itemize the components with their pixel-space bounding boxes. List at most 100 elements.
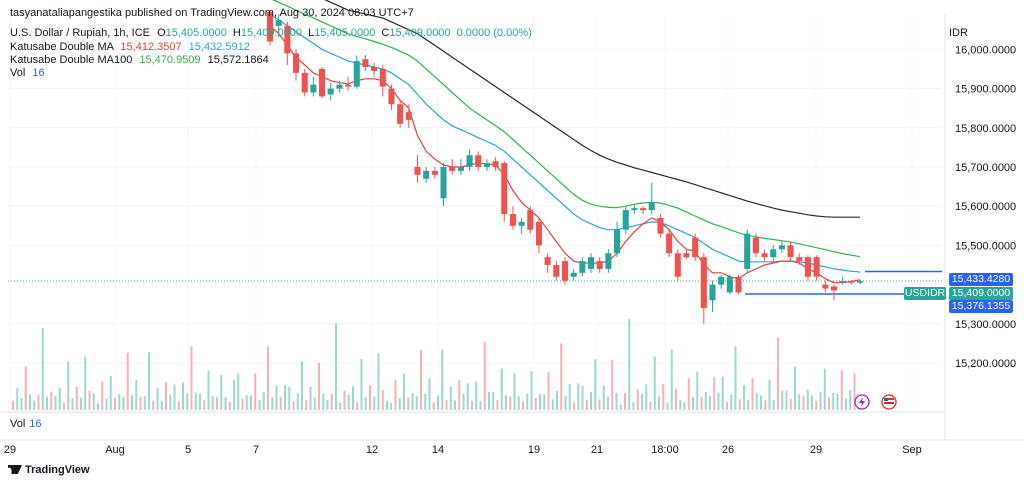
volume-bar — [845, 398, 847, 410]
candle — [275, 14, 282, 38]
candle-body — [770, 249, 777, 258]
volume-bar — [781, 390, 784, 410]
volume-bar — [687, 378, 690, 410]
candle-body — [787, 245, 794, 258]
candle-body — [709, 284, 716, 301]
volume-bar — [390, 402, 393, 410]
volume-bar — [356, 402, 359, 410]
currency-label[interactable]: IDR — [949, 27, 968, 39]
volume-bar — [849, 389, 852, 410]
volume-bar — [398, 398, 401, 410]
volume-bar — [114, 397, 116, 410]
ma100-label: Katusabe Double MA100 — [10, 54, 133, 66]
x-tick-label: 7 — [253, 444, 259, 456]
volume-bar — [29, 394, 31, 410]
o-value: 15,405.0000 — [165, 27, 227, 39]
candle — [830, 284, 838, 301]
volume-bar — [679, 400, 682, 410]
volume-bar — [326, 400, 329, 410]
volume-bar — [63, 402, 65, 410]
volume-bar — [424, 394, 427, 410]
y-tick-label: 15,300.0000 — [955, 319, 1016, 331]
candle — [787, 241, 794, 262]
candle — [292, 49, 300, 81]
y-tick-label: 15,600.0000 — [955, 201, 1016, 213]
candle — [266, 10, 274, 46]
candle-body — [336, 84, 343, 89]
volume-bar — [534, 397, 537, 410]
candle-body — [449, 166, 456, 171]
volume-pane-value: 16 — [29, 418, 42, 430]
volume-bar — [335, 323, 337, 410]
candle-body — [761, 253, 768, 258]
volume-bar — [403, 373, 405, 410]
candle-body — [856, 281, 864, 283]
candle-body — [718, 276, 725, 285]
volume-bar — [228, 401, 231, 410]
candle-body — [640, 208, 647, 211]
ma100-fast-line — [272, 0, 861, 258]
volume-bar — [156, 388, 159, 410]
candle — [752, 233, 759, 258]
candle — [301, 68, 308, 97]
volume-bar — [539, 394, 541, 410]
ma-slow-line — [269, 13, 861, 273]
candle-body — [310, 84, 317, 93]
volume-bar — [131, 395, 133, 410]
volume-bar — [500, 368, 503, 410]
candle-body — [744, 233, 751, 269]
volume-bar — [624, 392, 626, 410]
volume-bar — [37, 395, 40, 410]
candle-body — [622, 210, 629, 230]
volume-bar — [573, 402, 575, 410]
candle-body — [397, 104, 404, 124]
volume-bar — [75, 386, 78, 410]
volume-bar — [772, 400, 775, 410]
current-price-badge: 15,409.0000 — [949, 287, 1013, 300]
volume-bar — [364, 397, 367, 410]
candle — [475, 151, 482, 171]
lightning-icon — [854, 394, 870, 410]
volume-bar — [794, 366, 796, 410]
candle — [310, 76, 317, 97]
volume-bar — [530, 371, 533, 410]
volume-bar — [662, 384, 665, 410]
volume-bar — [564, 396, 567, 410]
candle — [319, 67, 326, 99]
h-label: H — [232, 27, 241, 39]
candle-body — [379, 68, 386, 87]
candle-body — [388, 88, 395, 105]
candle — [735, 274, 742, 295]
candle-body — [570, 272, 577, 277]
candle-body — [648, 202, 655, 211]
candle-body — [796, 257, 803, 262]
volume-bar — [54, 395, 57, 410]
volume-bar — [721, 376, 724, 410]
candle-body — [423, 170, 430, 179]
volume-bar — [615, 392, 618, 410]
candle — [353, 55, 360, 89]
volume-bar — [105, 399, 108, 410]
candle-body — [839, 281, 846, 283]
candle-body — [266, 12, 274, 42]
y-tick-label: 15,500.0000 — [955, 240, 1016, 252]
volume-bar — [84, 356, 87, 410]
volume-bar — [250, 395, 252, 410]
volume-bar — [267, 346, 269, 410]
volume-bar — [454, 400, 456, 410]
volume-bar — [24, 366, 27, 410]
volume-bar — [458, 380, 461, 410]
volume-bar — [186, 393, 189, 410]
volume-bar — [441, 349, 444, 410]
time-axis: 29 Aug 5 7 12 14 19 21 18:00 26 29 Sep — [0, 439, 1024, 456]
tradingview-logo[interactable]: TradingView — [8, 464, 90, 476]
candle-body — [492, 161, 499, 167]
volume-bar — [33, 400, 36, 410]
volume-bar — [645, 384, 648, 410]
y-tick-label: 15,900.0000 — [955, 84, 1016, 96]
volume-bar — [602, 385, 605, 410]
volume-bar — [811, 395, 813, 410]
x-tick-label: 29 — [4, 444, 16, 456]
volume-bar — [751, 378, 754, 410]
